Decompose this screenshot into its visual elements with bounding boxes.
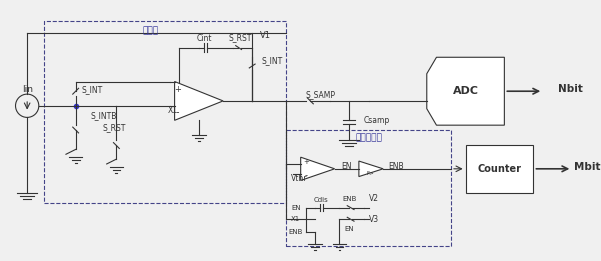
Text: -: - [175, 108, 179, 117]
Polygon shape [427, 57, 504, 125]
Text: X1: X1 [291, 216, 300, 222]
Text: F>: F> [367, 171, 374, 176]
Text: -: - [305, 171, 308, 180]
Text: +: + [304, 159, 310, 165]
Text: V1: V1 [260, 31, 271, 40]
Text: EN: EN [344, 226, 354, 232]
Text: X1: X1 [168, 106, 178, 115]
Text: Mbit: Mbit [574, 162, 601, 172]
Polygon shape [300, 157, 335, 180]
Text: ENB: ENB [288, 229, 303, 235]
Text: Cint: Cint [197, 34, 212, 43]
Text: EN: EN [291, 205, 300, 211]
Text: Csamp: Csamp [364, 116, 390, 125]
Text: +: + [174, 85, 181, 94]
Text: ENB: ENB [388, 162, 404, 171]
Polygon shape [174, 81, 223, 120]
Text: V2: V2 [368, 194, 379, 203]
Text: ADC: ADC [453, 86, 478, 96]
Text: S_SAMP: S_SAMP [305, 90, 335, 99]
Polygon shape [359, 161, 383, 177]
Text: Iin: Iin [22, 85, 32, 94]
Text: S_INTB: S_INTB [90, 111, 117, 120]
Text: Cdis: Cdis [314, 197, 328, 203]
Text: Counter: Counter [478, 164, 522, 174]
Text: S_RST: S_RST [229, 33, 252, 42]
Text: Vthr: Vthr [291, 174, 308, 183]
Text: S_INT: S_INT [262, 56, 283, 65]
FancyBboxPatch shape [466, 145, 534, 193]
Text: Nbit: Nbit [558, 84, 582, 94]
Text: EN: EN [341, 162, 352, 171]
Text: 积分器: 积分器 [142, 27, 159, 35]
Text: S_INT: S_INT [82, 85, 103, 94]
Text: ENB: ENB [342, 196, 356, 202]
Text: 过流放电路: 过流放电路 [355, 133, 382, 142]
Text: V3: V3 [368, 215, 379, 224]
Text: S_RST: S_RST [103, 123, 126, 133]
